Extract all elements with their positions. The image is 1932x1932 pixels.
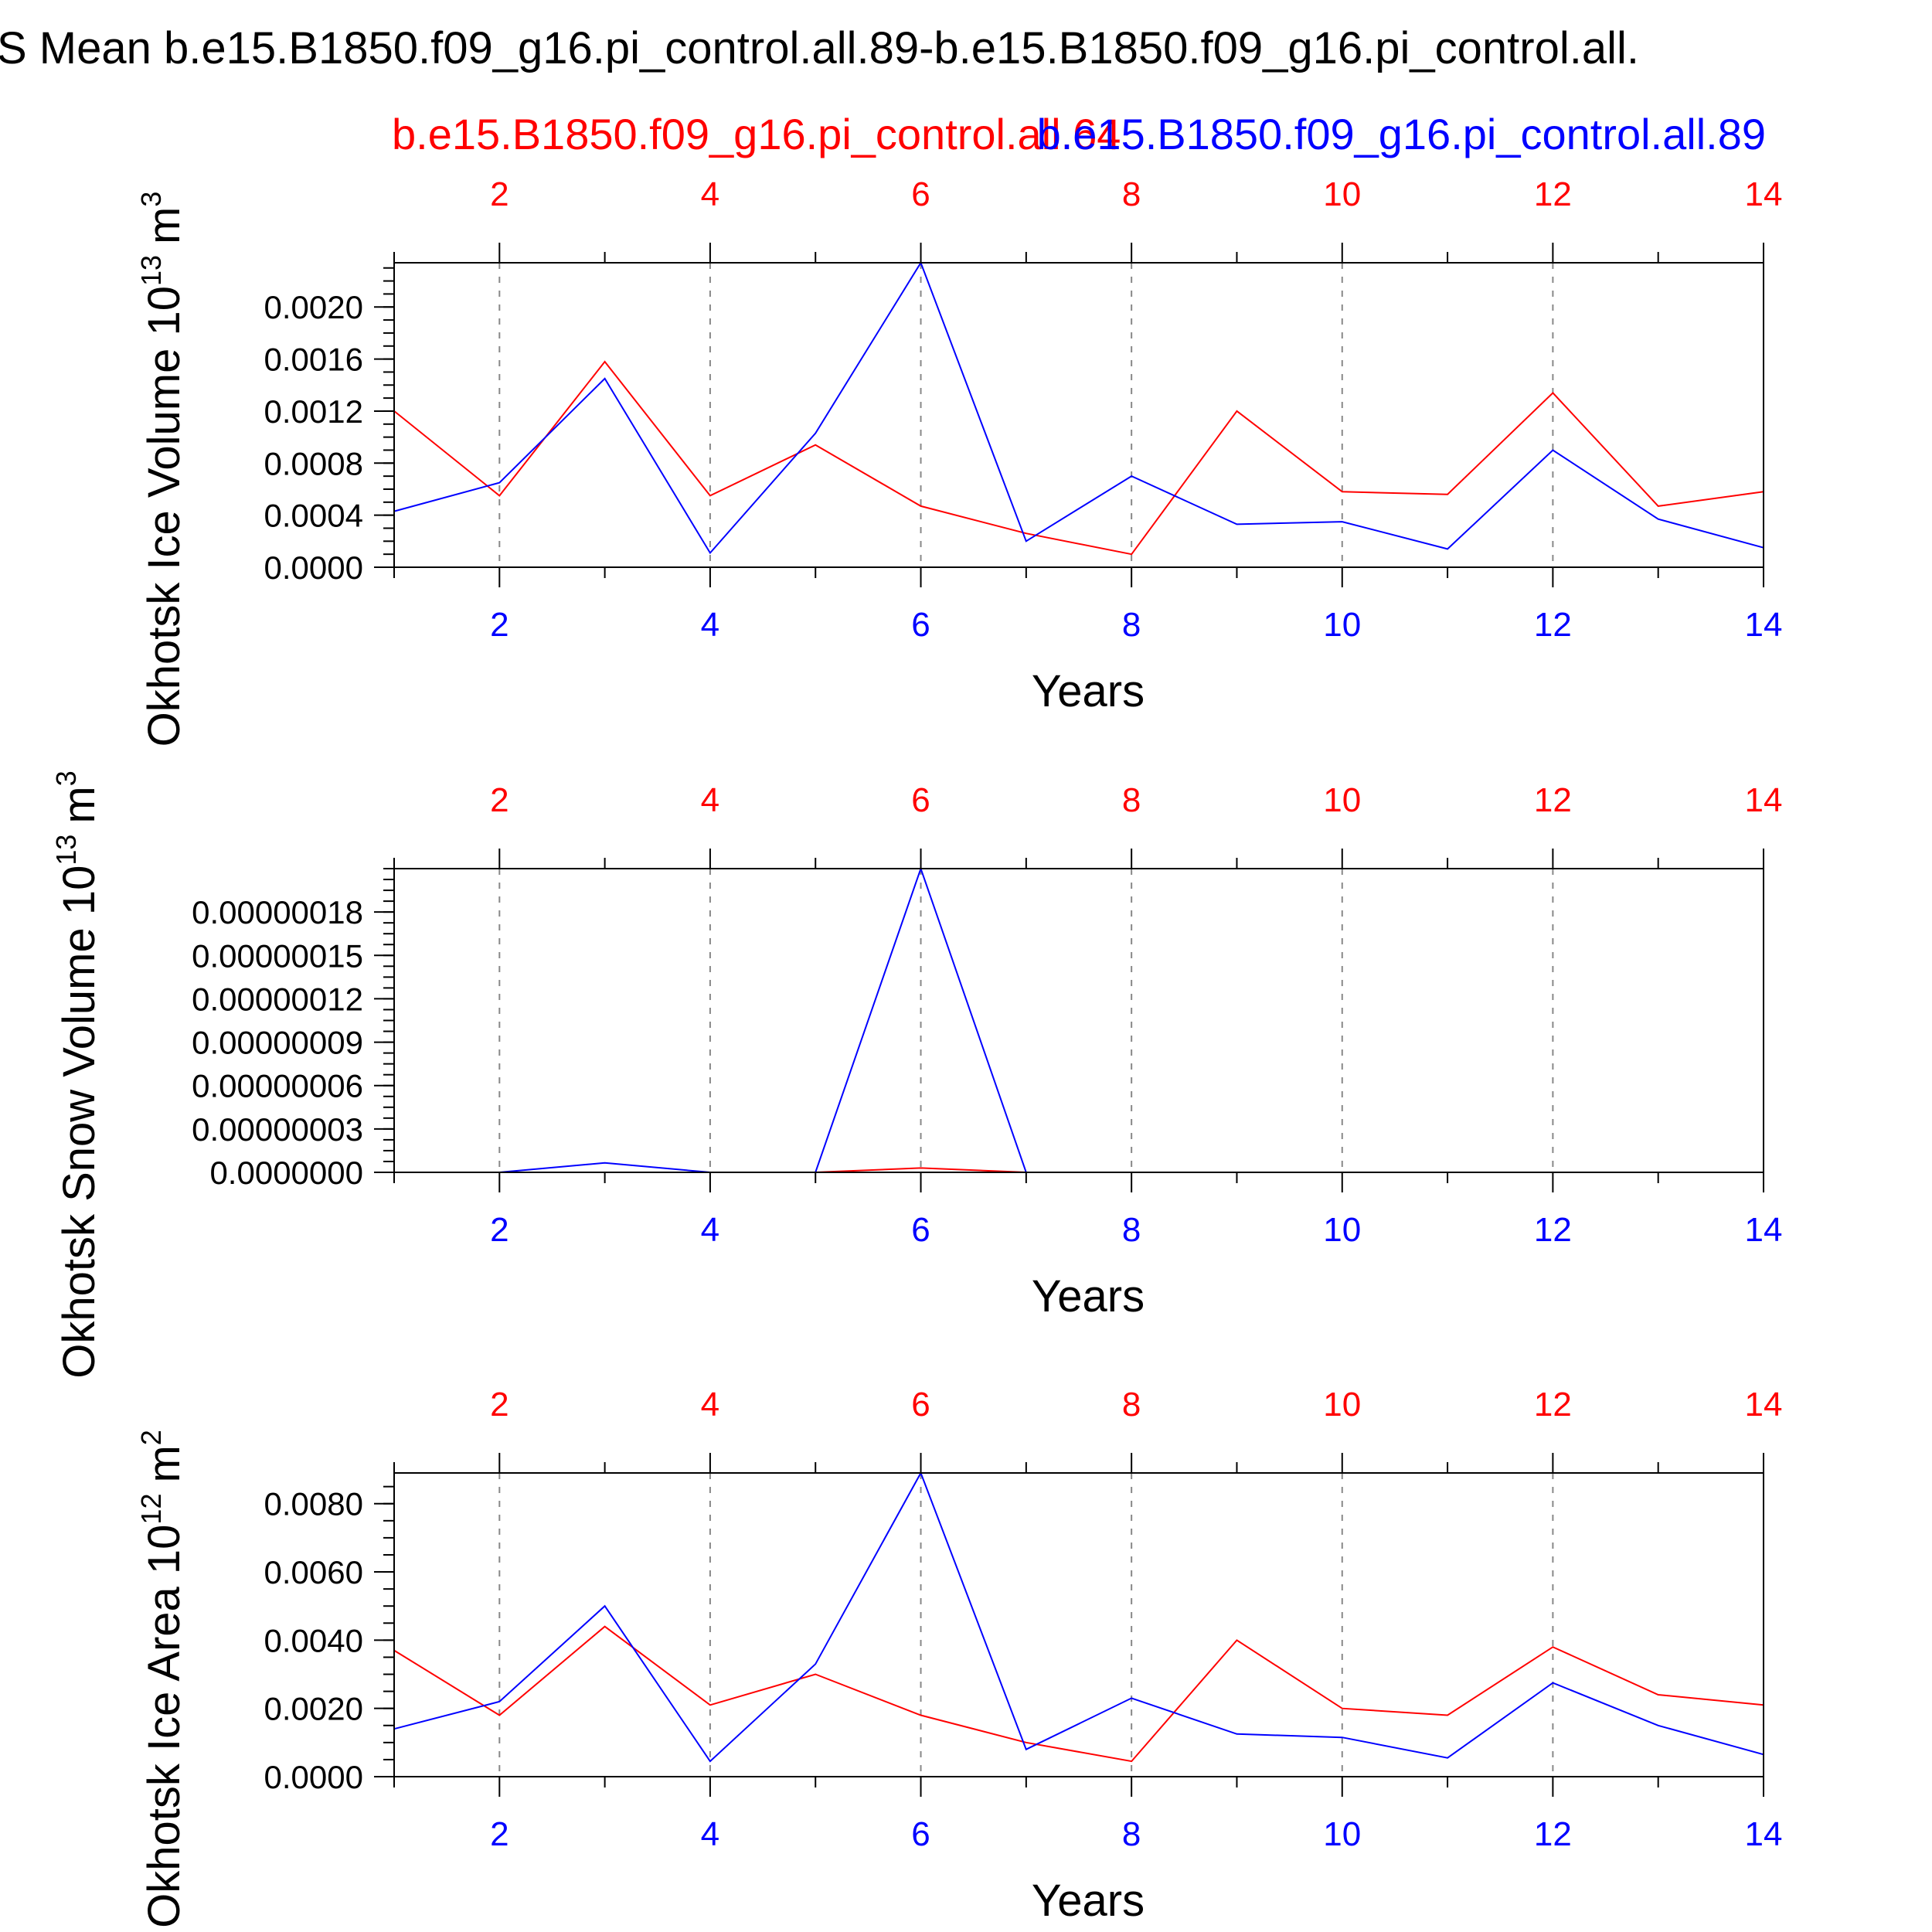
series-line-red — [393, 1625, 1764, 1763]
x-tick-label-top: 8 — [1122, 781, 1141, 819]
y-axis-label-unit-exponent: 3 — [135, 192, 167, 207]
y-tick-label: 0.0060 — [264, 1554, 363, 1590]
y-axis-label-text: Okhotsk Snow Volume 10 — [54, 866, 104, 1379]
panels-group: 2 2 4 4 6 6 8 8 10 10 12 12 14 14 0.0000 0.0004 0.0008 0.… — [50, 175, 1782, 1928]
x-tick-label-bottom: 14 — [1745, 606, 1783, 644]
x-tick-label-top: 14 — [1745, 1386, 1783, 1423]
x-tick-label-bottom: 14 — [1745, 1815, 1783, 1853]
y-tick-label: 0.00000012 — [192, 981, 363, 1017]
x-axis-label: Years — [1032, 1271, 1145, 1321]
x-tick-label-bottom: 2 — [490, 1815, 509, 1853]
series-line-blue — [393, 1471, 1764, 1763]
x-tick-label-top: 6 — [911, 781, 930, 819]
x-tick-label-top: 2 — [490, 1386, 509, 1423]
y-axis-label-exponent: 13 — [50, 835, 82, 866]
x-tick-label-top: 2 — [490, 175, 509, 213]
plot-frame — [393, 868, 1764, 1173]
y-tick-label: 0.0080 — [264, 1486, 363, 1522]
y-tick-label: 0.00000006 — [192, 1068, 363, 1104]
series-line-blue — [393, 260, 1764, 555]
y-tick-label: 0.0016 — [264, 342, 363, 378]
y-axis-label: Okhotsk Ice Volume 1013 m3 — [135, 192, 189, 747]
x-tick-label-top: 12 — [1534, 175, 1572, 213]
y-axis-label-text: Okhotsk Ice Area 10 — [139, 1525, 189, 1928]
y-tick-label: 0.00000015 — [192, 937, 363, 974]
y-axis-label: Okhotsk Snow Volume 1013 m3 — [50, 770, 104, 1379]
x-tick-label-top: 10 — [1323, 175, 1361, 213]
y-tick-label: 0.00000003 — [192, 1111, 363, 1148]
y-tick-label: 0.0000 — [264, 549, 363, 586]
figure-title: S Mean b.e15.B1850.f09_g16.pi_control.al… — [0, 23, 1639, 73]
y-tick-label: 0.0020 — [264, 289, 363, 325]
x-tick-label-bottom: 14 — [1745, 1211, 1783, 1249]
x-tick-label-top: 12 — [1534, 781, 1572, 819]
y-axis-label-unit: m — [54, 786, 104, 823]
y-axis-label: Okhotsk Ice Area 1012 m2 — [135, 1430, 189, 1928]
x-tick-label-bottom: 10 — [1323, 1211, 1361, 1249]
x-tick-label-top: 8 — [1122, 1386, 1141, 1423]
y-tick-label: 0.0040 — [264, 1622, 363, 1658]
x-tick-label-bottom: 10 — [1323, 606, 1361, 644]
y-axis-label-exponent: 12 — [135, 1494, 167, 1525]
x-tick-label-top: 8 — [1122, 175, 1141, 213]
x-tick-label-bottom: 10 — [1323, 1815, 1361, 1853]
plot-frame — [393, 1472, 1764, 1777]
y-tick-label: 0.0004 — [264, 498, 363, 534]
y-tick-label: 0.0008 — [264, 445, 363, 481]
x-tick-label-bottom: 4 — [701, 1211, 719, 1249]
chart-panel-2: 2 2 4 4 6 6 8 8 10 10 12 12 14 14 0.0000000 0.00000003 0… — [50, 770, 1782, 1379]
x-tick-label-bottom: 12 — [1534, 606, 1572, 644]
y-axis-label-unit-exponent: 3 — [50, 770, 82, 786]
x-tick-label-top: 10 — [1323, 781, 1361, 819]
x-tick-label-bottom: 6 — [911, 1815, 930, 1853]
x-tick-label-bottom: 12 — [1534, 1211, 1572, 1249]
y-tick-label: 0.0020 — [264, 1691, 363, 1727]
x-tick-label-top: 14 — [1745, 175, 1783, 213]
chart-panel-3: 2 2 4 4 6 6 8 8 10 10 12 12 14 14 0.0000 0.0020 0.0040 0.… — [135, 1386, 1782, 1928]
x-tick-label-bottom: 12 — [1534, 1815, 1572, 1853]
y-tick-label: 0.0000000 — [209, 1155, 363, 1191]
x-tick-label-bottom: 8 — [1122, 1815, 1141, 1853]
x-tick-label-top: 2 — [490, 781, 509, 819]
x-tick-label-top: 12 — [1534, 1386, 1572, 1423]
x-tick-label-top: 6 — [911, 175, 930, 213]
chart-panel-1: 2 2 4 4 6 6 8 8 10 10 12 12 14 14 0.0000 0.0004 0.0008 0.… — [135, 175, 1782, 747]
x-tick-label-top: 6 — [911, 1386, 930, 1423]
x-tick-label-top: 4 — [701, 781, 719, 819]
y-axis-label-unit-exponent: 2 — [135, 1430, 167, 1445]
x-tick-label-top: 4 — [701, 175, 719, 213]
x-tick-label-bottom: 4 — [701, 606, 719, 644]
x-tick-label-top: 10 — [1323, 1386, 1361, 1423]
x-tick-label-bottom: 6 — [911, 1211, 930, 1249]
x-tick-label-bottom: 2 — [490, 1211, 509, 1249]
y-tick-label: 0.00000018 — [192, 894, 363, 930]
y-axis-label-exponent: 13 — [135, 255, 167, 286]
y-axis-label-text: Okhotsk Ice Volume 10 — [139, 286, 189, 747]
x-axis-label: Years — [1032, 1876, 1145, 1926]
y-tick-label: 0.0012 — [264, 393, 363, 430]
y-tick-label: 0.00000009 — [192, 1025, 363, 1061]
series-line-blue — [394, 866, 1764, 1173]
x-axis-label: Years — [1032, 666, 1145, 716]
x-tick-label-top: 14 — [1745, 781, 1783, 819]
y-axis-label-unit: m — [139, 1445, 189, 1482]
x-tick-label-bottom: 8 — [1122, 606, 1141, 644]
y-axis-label-unit: m — [139, 207, 189, 244]
y-tick-label: 0.0000 — [264, 1759, 363, 1795]
plot-frame — [393, 262, 1764, 568]
x-tick-label-top: 4 — [701, 1386, 719, 1423]
x-tick-label-bottom: 8 — [1122, 1211, 1141, 1249]
x-tick-label-bottom: 2 — [490, 606, 509, 644]
legend-blue-label: b.e15.B1850.f09_g16.pi_control.all.89 — [1037, 110, 1766, 158]
x-tick-label-bottom: 4 — [701, 1815, 719, 1853]
series-line-red — [393, 360, 1764, 556]
x-tick-label-bottom: 6 — [911, 606, 930, 644]
legend-red-label: b.e15.B1850.f09_g16.pi_control.all.64 — [392, 110, 1121, 158]
